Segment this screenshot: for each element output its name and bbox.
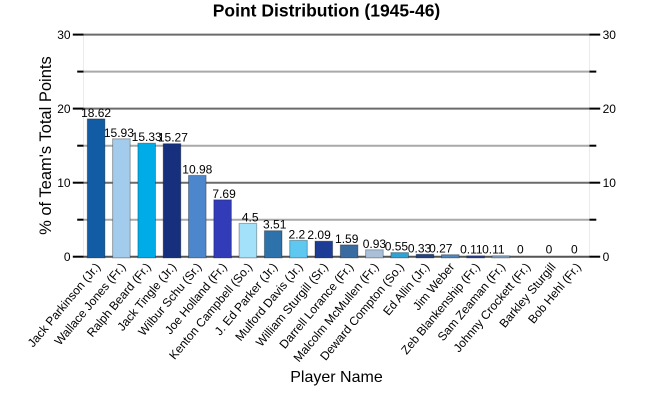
svg-text:7.69: 7.69: [212, 187, 236, 201]
svg-text:Point Distribution (1945-46): Point Distribution (1945-46): [213, 1, 441, 21]
svg-text:20: 20: [57, 102, 71, 116]
svg-text:0: 0: [517, 243, 524, 257]
svg-text:0.11: 0.11: [460, 243, 483, 257]
svg-text:0: 0: [571, 243, 578, 257]
svg-text:18.62: 18.62: [81, 106, 111, 120]
svg-text:2.09: 2.09: [307, 228, 331, 242]
svg-text:0.27: 0.27: [429, 242, 453, 256]
svg-text:3.51: 3.51: [263, 218, 287, 232]
svg-text:20: 20: [603, 102, 617, 116]
svg-text:0.93: 0.93: [363, 237, 387, 251]
svg-text:30: 30: [57, 28, 71, 42]
svg-text:2.2: 2.2: [289, 227, 306, 241]
svg-text:Player Name: Player Name: [290, 369, 383, 386]
svg-text:0: 0: [64, 250, 71, 264]
svg-text:1.59: 1.59: [335, 232, 359, 246]
svg-text:15.93: 15.93: [104, 126, 134, 140]
svg-text:0.55: 0.55: [385, 240, 409, 254]
svg-text:0: 0: [546, 243, 553, 257]
svg-text:0.11: 0.11: [482, 243, 505, 257]
svg-text:% of Team's Total Points: % of Team's Total Points: [37, 56, 55, 235]
svg-text:10: 10: [603, 176, 617, 190]
svg-text:10: 10: [57, 176, 71, 190]
svg-text:15.33: 15.33: [132, 130, 162, 144]
svg-text:4.5: 4.5: [242, 210, 259, 224]
svg-text:0.33: 0.33: [408, 241, 432, 255]
svg-text:30: 30: [603, 28, 617, 42]
svg-text:15.27: 15.27: [158, 131, 188, 145]
svg-text:0: 0: [603, 250, 610, 264]
svg-text:10.98: 10.98: [182, 162, 212, 176]
